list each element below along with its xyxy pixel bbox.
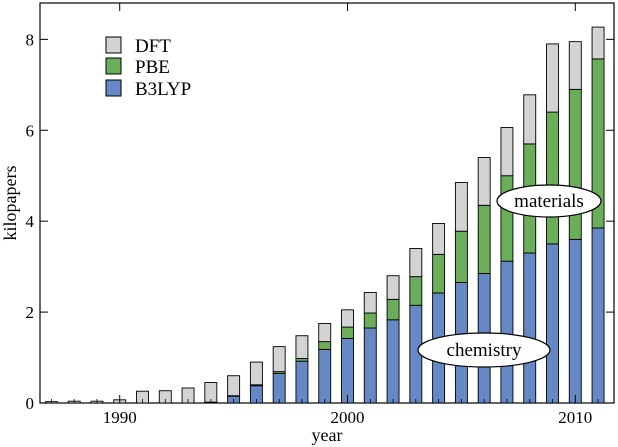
bar-dft-1998 bbox=[295, 335, 309, 359]
bar-pbe-2004 bbox=[432, 253, 446, 294]
y-axis-label: kilopapers bbox=[0, 166, 20, 241]
x-tick-label-2000: 2000 bbox=[331, 408, 365, 427]
bar-dft-1999 bbox=[318, 323, 332, 343]
bars bbox=[44, 26, 605, 404]
annotation-chemistry-text: chemistry bbox=[447, 340, 522, 361]
bar-dft-2000 bbox=[341, 309, 354, 328]
y-tick-label-4: 4 bbox=[26, 212, 35, 231]
bar-dft-1995 bbox=[227, 375, 241, 397]
bar-dft-2006 bbox=[477, 157, 491, 206]
annotation-chemistry: chemistry bbox=[417, 332, 551, 368]
x-tick-label-1990: 1990 bbox=[103, 408, 137, 427]
annotation-chemistry-oval bbox=[417, 332, 551, 368]
y-tick-label-0: 0 bbox=[26, 394, 35, 413]
bar-pbe-1999 bbox=[318, 341, 332, 350]
bar-b3lyp-2000 bbox=[341, 338, 354, 404]
bar-dft-2003 bbox=[409, 247, 423, 278]
axes: 0 2 4 6 8 1990 2000 2010 bbox=[26, 3, 614, 427]
bar-dft-2011 bbox=[591, 26, 605, 60]
legend-label-pbe: PBE bbox=[135, 57, 170, 78]
bar-b3lyp-2009 bbox=[546, 243, 559, 404]
bar-dft-2007 bbox=[500, 127, 514, 177]
bar-pbe-2002 bbox=[386, 298, 400, 321]
bar-pbe-2001 bbox=[363, 312, 377, 329]
bar-dft-2010 bbox=[568, 41, 582, 90]
bar-b3lyp-1998 bbox=[295, 360, 309, 404]
y-tick-label-2: 2 bbox=[26, 303, 35, 322]
bar-b3lyp-1997 bbox=[272, 373, 286, 404]
bar-pbe-2007 bbox=[500, 175, 514, 262]
x-axis-label: year bbox=[312, 425, 343, 445]
bar-dft-2009 bbox=[546, 43, 559, 113]
bar-b3lyp-2002 bbox=[386, 319, 400, 404]
legend-swatch-pbe bbox=[105, 57, 122, 75]
legend: DFT PBE B3LYP bbox=[105, 36, 191, 100]
legend-swatch-b3lyp bbox=[105, 79, 122, 97]
legend-label-dft: DFT bbox=[135, 36, 171, 57]
bar-b3lyp-1999 bbox=[318, 348, 332, 404]
bar-pbe-2009 bbox=[546, 111, 559, 245]
bar-dft-2001 bbox=[363, 292, 377, 314]
bar-pbe-2000 bbox=[341, 326, 354, 339]
bar-dft-2005 bbox=[454, 182, 468, 232]
legend-label-b3lyp: B3LYP bbox=[135, 79, 191, 100]
bar-b3lyp-2007 bbox=[500, 260, 514, 404]
bar-dft-2004 bbox=[432, 222, 446, 255]
x-tick-label-2010: 2010 bbox=[558, 408, 592, 427]
bar-dft-1997 bbox=[272, 346, 286, 373]
bar-b3lyp-2008 bbox=[523, 252, 537, 404]
annotation-materials-oval bbox=[496, 184, 602, 218]
bar-dft-1996 bbox=[249, 361, 263, 386]
annotation-materials-text: materials bbox=[514, 191, 584, 212]
bar-pbe-2003 bbox=[409, 276, 423, 306]
bar-dft-2002 bbox=[386, 275, 400, 300]
y-tick-label-8: 8 bbox=[26, 30, 35, 49]
bar-dft-2008 bbox=[523, 94, 537, 145]
bar-b3lyp-2011 bbox=[591, 227, 605, 404]
bar-b3lyp-2010 bbox=[568, 238, 582, 404]
bar-b3lyp-2001 bbox=[363, 327, 377, 404]
bar-pbe-2005 bbox=[454, 230, 468, 283]
bar-pbe-2010 bbox=[568, 88, 582, 240]
y-tick-label-6: 6 bbox=[26, 121, 35, 140]
legend-swatch-dft bbox=[105, 36, 122, 54]
bar-pbe-2006 bbox=[477, 204, 491, 274]
annotation-materials: materials bbox=[496, 184, 602, 218]
